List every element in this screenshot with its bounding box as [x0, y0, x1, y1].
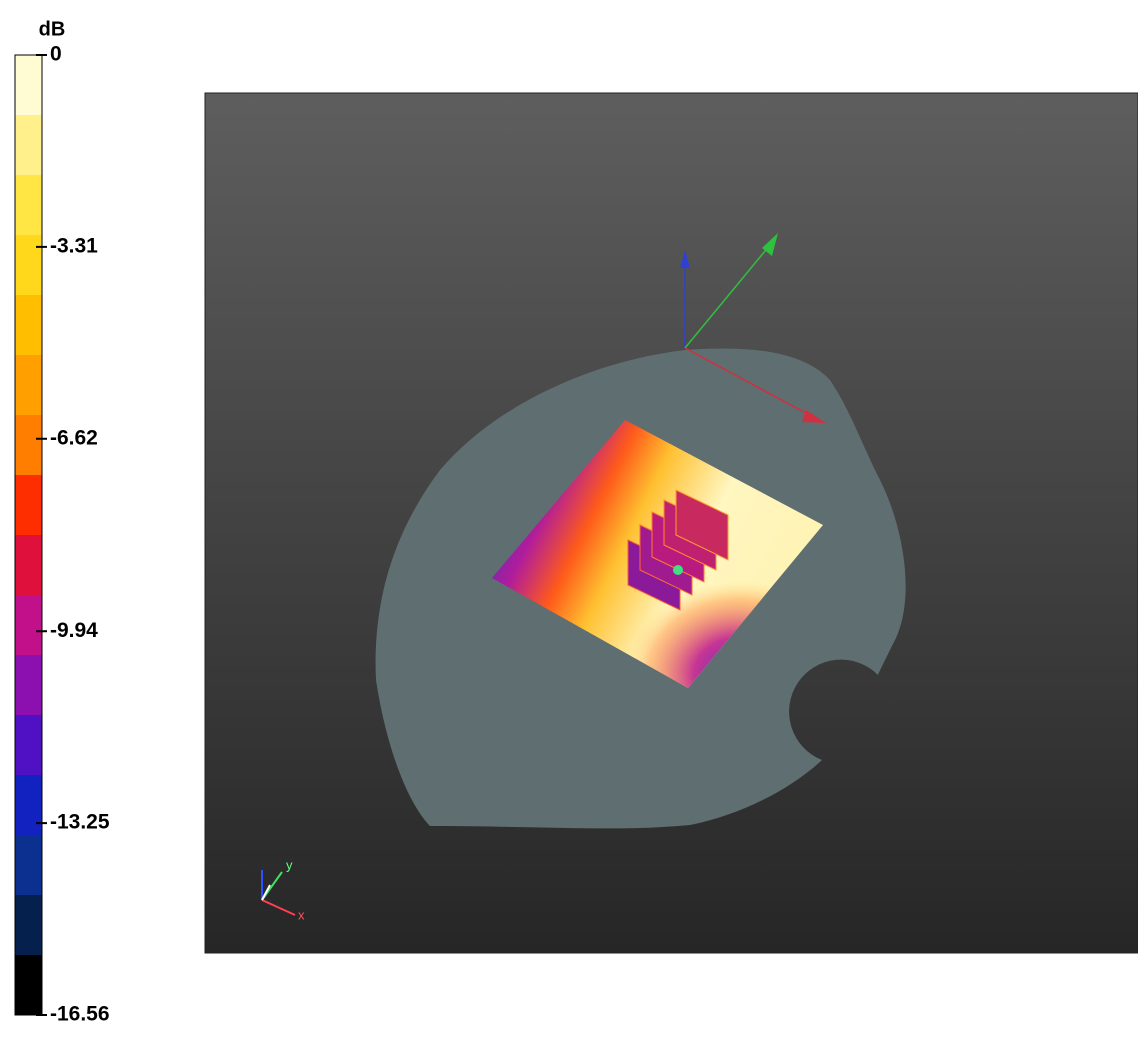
tick-label: 0: [50, 43, 62, 66]
color-band: [15, 835, 42, 896]
color-band: [15, 895, 42, 956]
color-band: [15, 175, 42, 236]
color-band: [15, 355, 42, 416]
colorbar-title: dB: [39, 18, 66, 40]
axes-gizmo: [680, 233, 826, 423]
corner-triad: y x: [261, 857, 305, 922]
colorbar: 0 -3.31 -6.62 -9.94 -13.25 -16.56: [14, 43, 110, 1026]
antenna-fins: [627, 489, 729, 611]
color-band: [15, 655, 42, 716]
color-band: [15, 775, 42, 836]
tick-label: -16.56: [50, 1003, 110, 1026]
tick-label: -6.62: [50, 426, 98, 449]
triad-label: y: [286, 857, 293, 872]
color-band: [15, 115, 42, 176]
tick-label: -13.25: [50, 811, 110, 834]
color-band: [15, 955, 42, 1016]
colorbar-frame: [14, 54, 43, 1016]
color-band: [15, 535, 42, 596]
color-band: [15, 715, 42, 776]
color-band: [15, 595, 42, 656]
color-band: [15, 55, 42, 116]
triad-label: x: [298, 907, 305, 922]
color-band: [15, 235, 42, 296]
tick-label: -3.31: [50, 234, 98, 257]
tick-label: -9.94: [50, 619, 98, 642]
color-band: [15, 415, 42, 476]
color-band: [15, 475, 42, 536]
color-band: [15, 295, 42, 356]
